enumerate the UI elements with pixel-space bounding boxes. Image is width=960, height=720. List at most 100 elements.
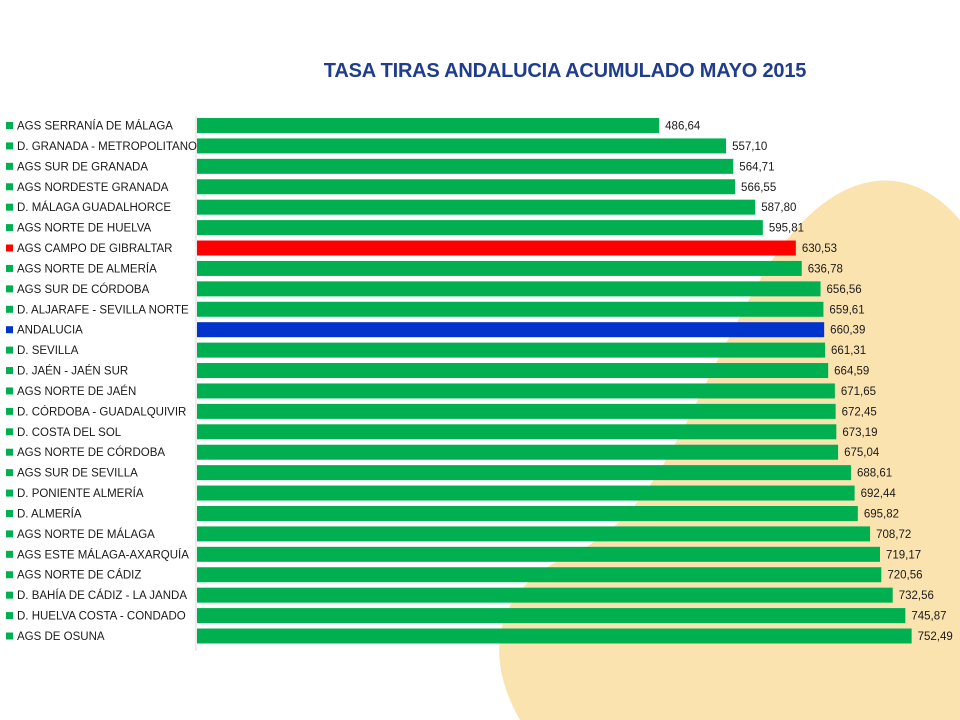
legend-marker [6,305,13,313]
bar [197,138,727,154]
data-label: 745,87 [911,611,946,623]
category-label: AGS NORTE DE MÁLAGA [17,528,155,541]
data-label: 719,17 [886,549,921,561]
legend-marker [6,387,13,395]
category-label: D. JAÉN - JAÉN SUR [17,365,128,378]
legend-marker [6,407,13,415]
data-label: 564,71 [739,161,774,173]
legend-marker [6,632,13,640]
legend-marker [6,489,13,497]
data-label: 557,10 [732,141,767,153]
bar [197,383,835,399]
bar [197,281,821,297]
legend-marker [6,285,13,293]
category-label: AGS NORTE DE HUELVA [17,223,152,235]
bar [197,403,836,419]
legend-marker [6,326,13,334]
category-label: D. BAHÍA DE CÁDIZ - LA JANDA [17,589,187,602]
bar [197,505,858,521]
category-label: ANDALUCIA [17,325,83,337]
legend-marker [6,264,13,272]
bar [197,260,802,276]
category-label: AGS CAMPO DE GIBRALTAR [17,243,173,255]
category-label: D. SEVILLA [17,345,79,357]
chart-title: TASA TIRAS ANDALUCIA ACUMULADO MAYO 2015 [323,60,807,82]
legend-marker [6,612,13,620]
bar [197,322,825,338]
category-label: AGS NORTE DE CÁDIZ [17,569,141,582]
legend-marker [6,203,13,211]
data-label: 695,82 [864,508,899,520]
bar [197,363,829,379]
data-label: 587,80 [761,202,796,214]
category-label: AGS NORTE DE CÓRDOBA [17,446,165,459]
legend-marker [6,571,13,579]
data-label: 671,65 [841,386,876,398]
bar [197,424,837,440]
category-label: AGS NORTE DE ALMERÍA [17,262,157,275]
category-label: D. COSTA DEL SOL [17,427,122,439]
category-label: AGS SUR DE GRANADA [17,161,148,173]
category-label: D. ALJARAFE - SEVILLA NORTE [17,304,189,316]
bar [197,587,893,603]
legend-marker [6,591,13,599]
bar [197,608,906,624]
data-label: 660,39 [830,325,865,337]
legend-marker [6,469,13,477]
bar [197,240,796,256]
bar [197,179,736,195]
legend-marker [6,142,13,150]
legend-marker [6,530,13,538]
bar [197,628,912,644]
legend-marker [6,244,13,252]
bar [197,567,882,583]
data-label: 636,78 [808,263,843,275]
data-label: 595,81 [769,223,804,235]
category-label: AGS NORTE DE JAÉN [17,385,136,398]
legend-marker [6,367,13,375]
category-label: D. CÓRDOBA - GUADALQUIVIR [17,405,186,418]
data-label: 688,61 [857,468,892,480]
bar [197,220,763,236]
legend-marker [6,550,13,558]
data-label: 673,19 [842,427,877,439]
legend-marker [6,224,13,232]
category-label: AGS SUR DE SEVILLA [17,468,138,480]
legend-marker [6,428,13,436]
data-label: 566,55 [741,182,776,194]
legend-marker [6,448,13,456]
category-label: AGS ESTE MÁLAGA-AXARQUÍA [17,548,189,561]
bar [197,485,855,501]
data-label: 675,04 [844,447,880,459]
bar [197,301,824,317]
bar [197,526,871,542]
category-label: D. HUELVA COSTA - CONDADO [17,611,186,623]
legend-marker [6,183,13,191]
category-label: D. ALMERÍA [17,507,82,520]
data-label: 672,45 [842,406,877,418]
legend-marker [6,346,13,354]
data-label: 692,44 [861,488,897,500]
legend-marker [6,162,13,170]
data-label: 659,61 [829,304,864,316]
category-label: D. GRANADA - METROPOLITANO [17,141,197,153]
category-label: D. MÁLAGA GUADALHORCE [17,201,171,214]
data-label: 630,53 [802,243,837,255]
bar [197,444,839,460]
data-label: 661,31 [831,345,866,357]
data-label: 656,56 [827,284,862,296]
bar [197,546,880,562]
bar [197,118,660,133]
data-label: 664,59 [834,366,869,378]
bar [197,465,851,481]
bar [197,199,756,215]
category-label: D. PONIENTE ALMERÍA [17,487,144,500]
category-label: AGS DE OSUNA [17,631,105,643]
data-label: 732,56 [899,590,934,602]
data-label: 486,64 [665,121,701,133]
data-label: 752,49 [918,631,953,643]
category-label: AGS SUR DE CÓRDOBA [17,283,150,296]
category-label: AGS NORDESTE GRANADA [17,182,169,194]
legend-marker [6,122,13,129]
